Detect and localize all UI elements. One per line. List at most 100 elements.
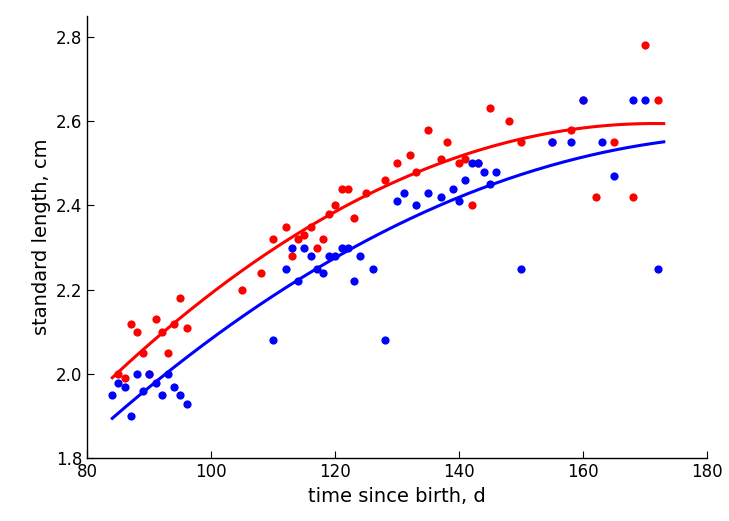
Point [119,374,130,382]
Point [577,96,589,104]
Point [324,209,335,218]
Point [596,138,608,146]
Point [398,189,410,197]
Point [652,265,663,273]
Point [577,96,589,104]
Point [112,378,124,387]
Point [335,243,348,252]
Point [299,243,311,252]
Point [138,387,149,395]
Point [608,172,620,180]
Point [236,286,248,294]
Point [379,176,391,184]
Point [639,96,651,104]
Point [639,41,651,49]
Point [472,159,484,167]
Point [299,231,311,239]
Point [423,189,434,197]
Point [112,370,124,378]
Point [391,197,403,205]
Point [410,168,421,176]
Point [354,252,366,260]
Point [478,168,490,176]
Point [175,391,187,400]
Point [138,349,149,357]
Point [453,197,465,205]
Point [292,277,304,286]
Point [311,265,322,273]
X-axis label: time since birth, d: time since birth, d [308,487,486,506]
Point [466,159,477,167]
Point [453,159,465,167]
Point [106,391,118,400]
Point [547,138,558,146]
Point [330,252,341,260]
Point [515,138,527,146]
Point [459,155,471,163]
Point [330,201,341,209]
Point [472,159,484,167]
Point [348,214,360,222]
Point [342,243,354,252]
Point [434,193,446,201]
Point [391,159,403,167]
Point [608,138,620,146]
Point [335,184,348,193]
Point [286,252,298,260]
Point [423,126,434,134]
Point [305,252,316,260]
Point [280,265,292,273]
Point [324,252,335,260]
Point [627,96,639,104]
Point [459,176,471,184]
Point [484,180,496,189]
Point [448,184,459,193]
Point [131,370,143,378]
Point [652,96,663,104]
Point [491,168,502,176]
Point [441,138,453,146]
Point [168,319,180,328]
Point [162,370,174,378]
Point [342,184,354,193]
Point [434,155,446,163]
Point [590,193,601,201]
Point [175,294,187,302]
Point [125,319,137,328]
Point [268,336,279,344]
Point [466,201,477,209]
Point [547,138,558,146]
Point [317,235,329,243]
Point [410,201,421,209]
Point [150,315,162,324]
Y-axis label: standard length, cm: standard length, cm [31,139,50,336]
Point [125,412,137,420]
Point [292,235,304,243]
Point [503,117,515,125]
Point [255,269,267,277]
Point [119,382,130,391]
Point [515,265,527,273]
Point [144,370,155,378]
Point [286,243,298,252]
Point [565,126,577,134]
Point [317,269,329,277]
Point [280,222,292,231]
Point [144,370,155,378]
Point [156,391,168,400]
Point [150,378,162,387]
Point [156,328,168,336]
Point [565,138,577,146]
Point [627,193,639,201]
Point [181,324,192,332]
Point [162,349,174,357]
Point [168,382,180,391]
Point [181,400,192,408]
Point [404,151,416,159]
Point [305,222,316,231]
Point [268,235,279,243]
Point [131,328,143,336]
Point [360,189,372,197]
Point [311,243,322,252]
Point [367,265,378,273]
